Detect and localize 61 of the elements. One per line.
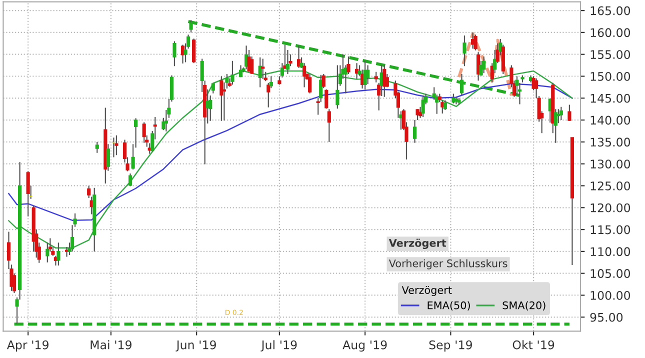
y-tick-label: 155.00: [590, 50, 630, 59]
candlestick: [476, 52, 480, 82]
candlestick: [324, 88, 328, 110]
y-tick-label: 110.00: [590, 247, 630, 256]
candlestick: [192, 38, 196, 64]
y-tick-label: 105.00: [590, 269, 630, 278]
candlestick: [319, 74, 323, 103]
x-tick-label: Sep '19: [429, 340, 472, 352]
candlestick: [46, 242, 50, 263]
y-tick-label: 130.00: [590, 160, 630, 168]
candlestick: [452, 93, 456, 104]
candlestick: [211, 82, 215, 94]
candlestick: [258, 56, 262, 88]
y-tick-label: 160.00: [590, 28, 630, 38]
y-tick-label: 100.00: [590, 290, 630, 300]
legend-label: EMA(50): [428, 301, 470, 310]
candlestick: [556, 108, 560, 124]
candlestick: [95, 141, 99, 154]
legend-label: SMA(20): [502, 301, 546, 310]
candlestick: [336, 64, 340, 110]
candlestick: [128, 172, 132, 187]
candlestick: [26, 170, 30, 217]
candlestick: [56, 242, 60, 266]
candlestick: [412, 119, 417, 144]
candlestick: [220, 76, 224, 122]
candlestick: [374, 71, 378, 83]
candlestick: [474, 34, 478, 51]
candlestick: [327, 108, 331, 142]
candlestick: [462, 34, 466, 67]
x-tick-label: Jun '19: [176, 340, 216, 352]
y-tick-label: 120.00: [590, 203, 630, 212]
x-tick-label: Jul '19: [260, 340, 297, 352]
y-tick-label: 140.00: [590, 116, 630, 125]
y-tick-label: 145.00: [590, 94, 630, 103]
candlestick: [416, 108, 420, 121]
y-tick-label: 165.00: [590, 6, 630, 16]
x-tick-label: Apr '19: [6, 340, 48, 352]
x-tick-label: Okt '19: [512, 340, 554, 350]
candlestick: [164, 109, 168, 132]
y-tick-label: 135.00: [590, 138, 630, 147]
candlestick: [568, 104, 572, 122]
x-tick-label: Mai '19: [90, 340, 132, 350]
y-tick-label: 150.00: [590, 72, 630, 81]
y-tick-label: 125.00: [590, 181, 630, 190]
candlestick: [142, 122, 146, 144]
annotation: Verzögert: [388, 238, 446, 250]
x-tick-label: Aug '19: [342, 340, 387, 352]
legend-title: Verzögert: [402, 286, 452, 296]
candlestick: [261, 58, 265, 80]
candlestick: [172, 40, 176, 67]
candlestick: [366, 64, 370, 85]
candlestick: [443, 100, 447, 111]
y-tick-label: 115.00: [590, 225, 630, 234]
candlestick: [440, 100, 444, 114]
candlestick: [308, 74, 312, 94]
candlestick: [559, 106, 563, 121]
candlestick: [114, 134, 118, 156]
annotation: Vorheriger Schlusskurs: [388, 259, 508, 270]
candlestick: [421, 95, 425, 118]
candlestick: [482, 56, 486, 74]
y-tick-label: 95.00: [590, 312, 623, 322]
